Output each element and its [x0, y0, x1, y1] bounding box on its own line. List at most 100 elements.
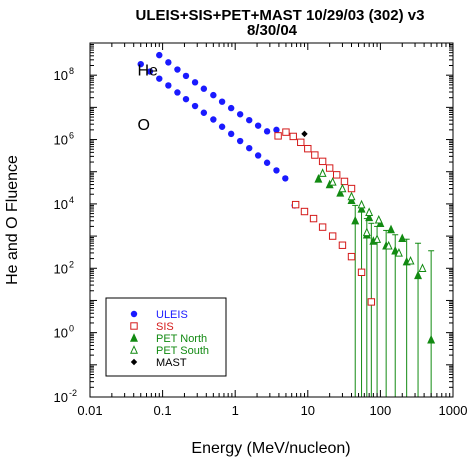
- point-uleis-o-6: [191, 102, 199, 110]
- y-axis-label: He and O Fluence: [4, 155, 21, 285]
- error-bar-1: [358, 210, 365, 397]
- legend-marker-pet-north: [130, 333, 138, 342]
- point-pet-south-he-1: [328, 177, 337, 186]
- legend-marker-sis: [130, 322, 138, 330]
- point-sis-he-5: [311, 151, 319, 159]
- point-pet-south-o-1: [373, 234, 382, 243]
- point-pet-south-he-0: [318, 168, 327, 177]
- y-tick-label-exponent: -2: [69, 388, 77, 398]
- point-pet-north-o-4: [391, 245, 400, 255]
- x-tick-label: 1000: [439, 403, 468, 418]
- x-tick-label: 1: [232, 403, 239, 418]
- point-sis-he-1: [282, 128, 290, 136]
- point-sis-o-0: [291, 200, 300, 209]
- point-uleis-o-9: [218, 123, 226, 130]
- legend-label-pet-south: PET South: [156, 345, 209, 357]
- error-bar-5: [383, 229, 390, 397]
- x-tick-label: 100: [370, 403, 392, 418]
- axis-ticks: [89, 43, 454, 398]
- point-uleis-o-12: [246, 144, 253, 152]
- point-sis-he-2: [289, 132, 297, 141]
- y-tick-label: 10: [54, 68, 68, 83]
- point-uleis-o-8: [210, 116, 217, 123]
- error-bar-6: [392, 234, 399, 397]
- point-pet-north-he-0: [314, 173, 323, 183]
- point-sis-o-6: [347, 252, 356, 261]
- point-uleis-o-14: [263, 159, 271, 166]
- y-tick-label-exponent: 0: [69, 324, 74, 334]
- point-sis-o-5: [338, 241, 347, 249]
- point-sis-he-0: [274, 132, 282, 140]
- point-pet-south-he-3: [347, 191, 356, 201]
- point-sis-o-1: [300, 207, 309, 216]
- legend-label-mast: MAST: [156, 357, 187, 369]
- point-uleis-he-1: [165, 59, 172, 66]
- point-pet-south-he-2: [338, 183, 347, 193]
- point-sis-o-8: [367, 298, 376, 306]
- x-tick-labels: 0.01 0.1 1 10 100 1000: [77, 403, 467, 418]
- point-pet-north-o-0: [351, 215, 360, 225]
- error-bar-4: [374, 225, 381, 397]
- point-uleis-he-12: [263, 128, 271, 135]
- point-uleis-he-4: [191, 79, 199, 86]
- point-uleis-o-1: [146, 68, 154, 75]
- point-sis-o-2: [309, 214, 318, 223]
- error-bar-9: [428, 250, 435, 397]
- y-tick-label: 10: [54, 133, 68, 148]
- legend-marker-uleis: [130, 310, 138, 318]
- point-pet-north-he-2: [336, 188, 345, 197]
- plot-frame: [89, 42, 454, 398]
- point-sis-o-3: [318, 223, 327, 231]
- point-uleis-o-13: [254, 152, 262, 159]
- x-axis-label: Energy (MeV/nucleon): [191, 440, 350, 457]
- point-uleis-o-7: [200, 109, 208, 116]
- point-sis-o-4: [328, 232, 337, 240]
- point-pet-south-he-5: [365, 207, 374, 216]
- point-sis-he-8: [332, 171, 341, 179]
- point-pet-south-o-3: [394, 248, 403, 257]
- point-pet-north-o-7: [427, 334, 436, 344]
- legend-marker-pet-south: [130, 345, 138, 354]
- y-tick-label: 10: [54, 197, 68, 212]
- point-uleis-he-7: [218, 98, 226, 105]
- point-uleis-he-5: [200, 85, 208, 92]
- point-sis-he-6: [318, 157, 327, 166]
- legend-label-uleis: ULEIS: [156, 309, 188, 321]
- point-uleis-he-0: [156, 51, 163, 59]
- point-uleis-o-10: [227, 130, 235, 138]
- x-tick-label: 0.1: [154, 403, 172, 418]
- point-uleis-o-16: [282, 175, 289, 182]
- x-tick-label: 10: [301, 403, 315, 418]
- data-points: [137, 51, 436, 344]
- point-mast-he-0: [301, 130, 308, 138]
- y-tick-label-exponent: 8: [69, 66, 74, 76]
- point-pet-north-he-7: [387, 224, 395, 234]
- point-uleis-o-5: [182, 95, 190, 103]
- point-pet-south-o-0: [362, 227, 371, 237]
- annotation-he: He: [137, 63, 158, 80]
- point-uleis-he-13: [273, 126, 280, 134]
- point-uleis-o-3: [165, 82, 172, 89]
- point-pet-north-he-8: [398, 233, 407, 243]
- point-sis-he-7: [325, 164, 334, 172]
- chart-title-line1: ULEIS+SIS+PET+MAST 10/29/03 (302) v3: [136, 7, 425, 24]
- point-uleis-o-4: [174, 89, 181, 96]
- point-pet-south-he-4: [357, 199, 366, 209]
- point-uleis-he-3: [182, 72, 190, 80]
- y-tick-label-exponent: 6: [69, 131, 74, 141]
- point-pet-south-o-2: [384, 240, 393, 250]
- x-tick-label: 0.01: [77, 403, 102, 418]
- y-tick-label: 10: [54, 261, 68, 276]
- legend-label-sis: SIS: [156, 321, 174, 333]
- point-uleis-he-8: [227, 104, 235, 112]
- point-uleis-he-9: [236, 111, 244, 118]
- error-bar-2: [363, 218, 370, 397]
- y-tick-label-exponent: 4: [69, 195, 74, 205]
- point-uleis-o-0: [137, 60, 144, 68]
- point-uleis-o-11: [236, 137, 244, 145]
- error-bar-3: [368, 222, 375, 397]
- point-sis-he-10: [347, 184, 356, 193]
- point-sis-he-9: [340, 177, 349, 186]
- point-sis-o-7: [357, 268, 366, 276]
